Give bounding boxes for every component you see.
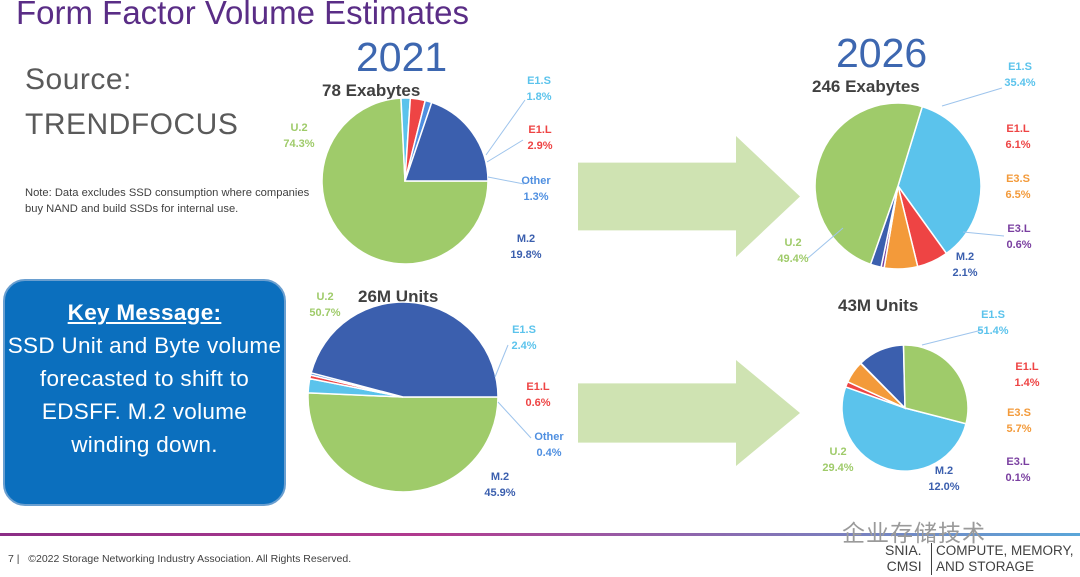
- pie-slice-2026-bytes-e1-s: [897, 105, 982, 255]
- slice-value-2026-bytes-u-2: 49.4%: [777, 253, 808, 265]
- slice-label-2021-bytes-m-2: M.2: [517, 233, 535, 245]
- slice-value-2026-units-m-2: 12.0%: [928, 481, 959, 493]
- pie-slice-2021-units-m-2: [310, 301, 499, 398]
- leader-line-2021-bytes-other: [487, 176, 525, 185]
- snia-tagline: COMPUTE, MEMORY, AND STORAGE: [936, 543, 1074, 575]
- slice-value-2026-bytes-e3-s: 6.5%: [1005, 189, 1030, 201]
- slice-value-2026-bytes-e1-s: 35.4%: [1004, 77, 1035, 89]
- slice-value-2021-units-e1-l: 0.6%: [525, 397, 550, 409]
- footer-text: 7 | ©2022 Storage Networking Industry As…: [8, 553, 352, 565]
- snia-logo-line2: CMSI: [886, 558, 922, 574]
- slice-label-2021-units-e1-l: E1.L: [526, 381, 550, 393]
- leader-line-2026-units-e1-s: [921, 329, 983, 346]
- pie-slice-2021-bytes-m-2: [403, 101, 489, 182]
- snia-logo: SNIA. CMSI: [885, 542, 922, 574]
- key-message-body: SSD Unit and Byte volume forecasted to s…: [7, 333, 282, 457]
- leader-line-2026-bytes-e3-l: [962, 231, 1005, 237]
- source-label: Source:: [25, 63, 132, 96]
- slice-value-2026-bytes-e1-l: 6.1%: [1005, 139, 1030, 151]
- slice-label-2021-bytes-u-2: U.2: [290, 122, 307, 134]
- leader-line-2021-bytes-e1-s: [485, 99, 526, 156]
- slice-value-2021-bytes-other: 1.3%: [523, 191, 548, 203]
- pie-2021-bytes: [321, 97, 489, 265]
- slice-label-2026-bytes-e3-l: E3.L: [1007, 223, 1031, 235]
- pie-slice-2026-bytes-u-2: [814, 102, 924, 266]
- slice-value-2026-units-u-2: 29.4%: [822, 462, 853, 474]
- page-title: Form Factor Volume Estimates: [16, 0, 469, 31]
- slice-label-2026-units-e1-l: E1.L: [1015, 361, 1039, 373]
- slice-label-2026-bytes-e3-s: E3.S: [1006, 173, 1030, 185]
- slice-label-2021-bytes-e1-s: E1.S: [527, 75, 551, 87]
- pie-slice-2021-units-u-2: [307, 392, 499, 493]
- logo-divider: [931, 543, 932, 575]
- snia-logo-line1: SNIA.: [885, 542, 922, 558]
- page-number: 7: [8, 553, 14, 565]
- slice-label-2021-units-m-2: M.2: [491, 471, 509, 483]
- pie-2026-units: [841, 344, 969, 472]
- snia-tagline-line1: COMPUTE, MEMORY,: [936, 543, 1074, 558]
- slice-label-2026-units-e3-s: E3.S: [1007, 407, 1031, 419]
- slice-value-2021-units-u-2: 50.7%: [309, 307, 340, 319]
- slice-value-2021-bytes-e1-s: 1.8%: [526, 91, 551, 103]
- leader-line-2021-bytes-e1-l: [486, 139, 524, 163]
- chart-title-2021-units: 26M Units: [358, 287, 439, 306]
- slice-value-2026-units-e3-s: 5.7%: [1006, 423, 1031, 435]
- slice-label-2026-bytes-u-2: U.2: [784, 237, 801, 249]
- slice-value-2021-units-m-2: 45.9%: [484, 487, 515, 499]
- copyright-text: ©2022 Storage Networking Industry Associ…: [28, 553, 352, 565]
- leader-line-2021-units-e1-s: [494, 344, 509, 378]
- slice-label-2026-bytes-m-2: M.2: [956, 251, 974, 263]
- leader-line-2021-units-other: [497, 401, 532, 439]
- slice-value-2021-units-other: 0.4%: [536, 447, 561, 459]
- slice-value-2026-bytes-e3-l: 0.6%: [1006, 239, 1031, 251]
- chart-title-2026-bytes: 246 Exabytes: [812, 77, 920, 96]
- arrow-bytes: [578, 136, 800, 257]
- slice-value-2026-units-e1-l: 1.4%: [1014, 377, 1039, 389]
- key-message-title: Key Message:: [67, 300, 222, 325]
- slice-label-2026-units-e1-s: E1.S: [981, 309, 1005, 321]
- slice-label-2026-units-u-2: U.2: [829, 446, 846, 458]
- slice-label-2021-bytes-other: Other: [521, 175, 551, 187]
- slice-value-2021-bytes-e1-l: 2.9%: [527, 140, 552, 152]
- pie-2026-bytes: [814, 102, 982, 270]
- year-2021-label: 2021: [356, 34, 448, 80]
- key-message-box: Key Message: SSD Unit and Byte volume fo…: [3, 279, 286, 506]
- slice-value-2026-units-e3-l: 0.1%: [1005, 472, 1030, 484]
- slice-label-2026-units-e3-l: E3.L: [1006, 456, 1030, 468]
- slice-label-2026-bytes-e1-s: E1.S: [1008, 61, 1032, 73]
- slice-label-2026-units-m-2: M.2: [935, 465, 953, 477]
- slice-label-2021-units-u-2: U.2: [316, 291, 333, 303]
- slice-value-2021-bytes-u-2: 74.3%: [283, 138, 314, 150]
- slice-value-2021-units-e1-s: 2.4%: [511, 340, 536, 352]
- watermark-text: 企业存储技术: [842, 520, 986, 546]
- pie-slice-2026-units-e1-s: [841, 385, 967, 472]
- source-name: TRENDFOCUS: [25, 108, 239, 141]
- footer-divider: [0, 533, 1080, 536]
- chart-title-2026-units: 43M Units: [838, 296, 919, 315]
- pie-2021-units: [307, 301, 499, 493]
- slice-label-2026-bytes-e1-l: E1.L: [1006, 123, 1030, 135]
- arrow-units: [578, 360, 800, 466]
- slice-label-2021-units-other: Other: [534, 431, 564, 443]
- pie-slice-2026-units-u-2: [902, 344, 969, 425]
- slice-value-2026-units-e1-s: 51.4%: [977, 325, 1008, 337]
- leader-line-2026-bytes-e1-s: [941, 87, 1003, 107]
- slice-value-2026-bytes-m-2: 2.1%: [952, 267, 977, 279]
- slice-label-2021-bytes-e1-l: E1.L: [528, 124, 552, 136]
- year-2026-label: 2026: [836, 30, 928, 76]
- slice-value-2021-bytes-m-2: 19.8%: [510, 249, 541, 261]
- snia-tagline-line2: AND STORAGE: [936, 559, 1035, 574]
- chart-title-2021-bytes: 78 Exabytes: [322, 81, 421, 100]
- slice-label-2021-units-e1-s: E1.S: [512, 324, 536, 336]
- data-note: Note: Data excludes SSD consumption wher…: [25, 187, 310, 215]
- leader-line-2026-bytes-u-2: [807, 227, 844, 259]
